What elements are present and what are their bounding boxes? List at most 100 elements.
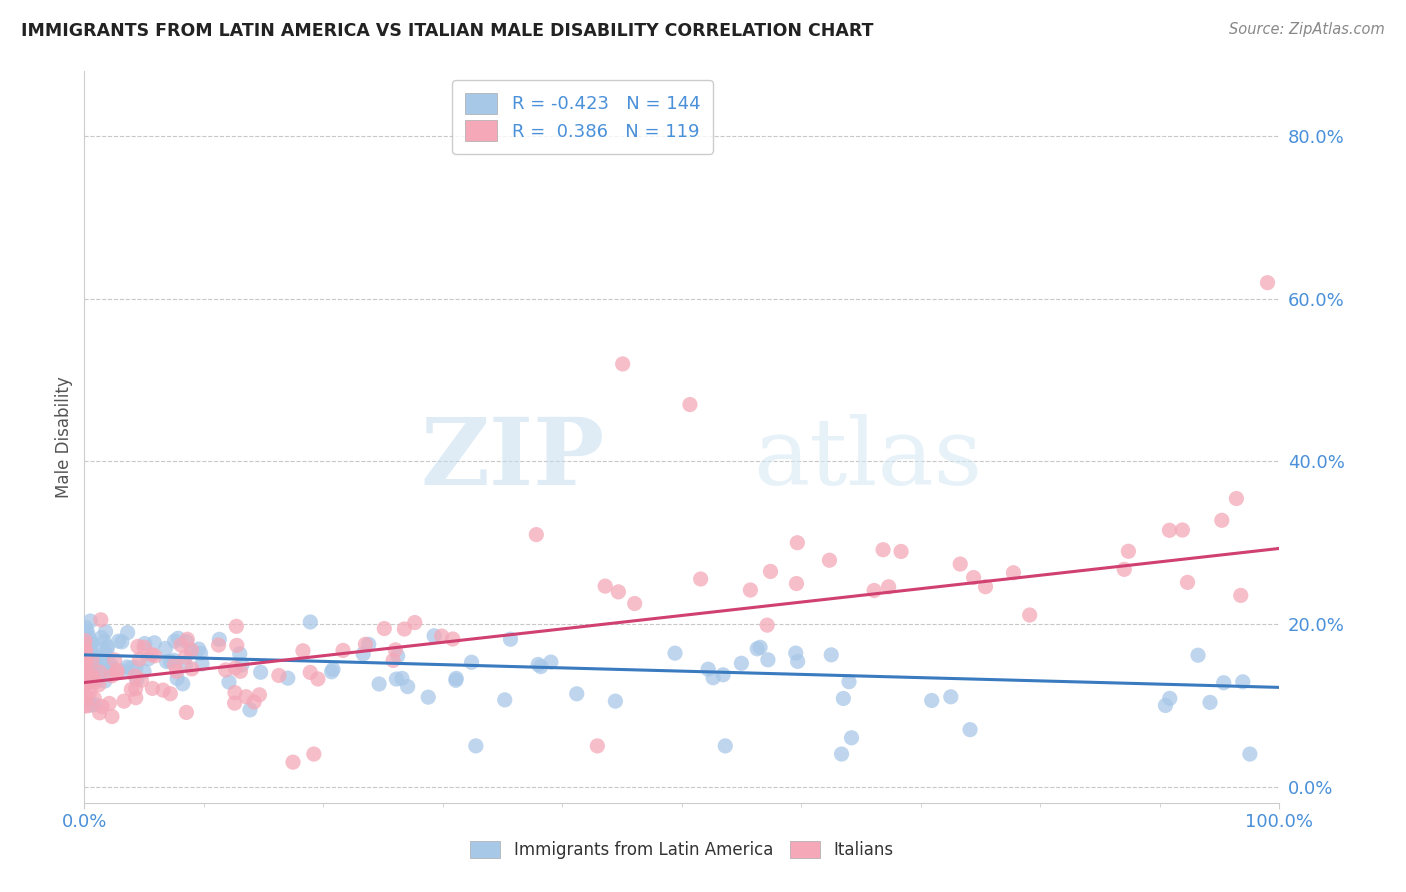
- Point: [176, 634, 198, 648]
- Point: [86, 673, 108, 687]
- Point: [172, 677, 194, 691]
- Point: [101, 669, 124, 683]
- Point: [499, 632, 522, 647]
- Point: [83, 655, 105, 669]
- Point: [190, 646, 212, 660]
- Point: [170, 638, 193, 652]
- Point: [291, 644, 314, 658]
- Point: [75, 652, 97, 666]
- Point: [1232, 674, 1254, 689]
- Point: [418, 690, 440, 705]
- Point: [80, 636, 103, 650]
- Point: [83, 698, 105, 712]
- Point: [94, 624, 117, 639]
- Point: [540, 655, 562, 669]
- Point: [872, 542, 894, 557]
- Point: [299, 615, 322, 629]
- Point: [749, 640, 772, 655]
- Point: [89, 650, 111, 665]
- Point: [1002, 566, 1025, 580]
- Point: [444, 673, 467, 688]
- Point: [430, 629, 453, 643]
- Point: [714, 739, 737, 753]
- Point: [396, 680, 419, 694]
- Point: [79, 614, 101, 628]
- Point: [75, 689, 97, 703]
- Point: [174, 658, 197, 673]
- Point: [730, 657, 752, 671]
- Point: [180, 662, 202, 676]
- Point: [786, 654, 808, 668]
- Point: [391, 672, 413, 686]
- Point: [229, 647, 252, 661]
- Point: [79, 642, 101, 657]
- Point: [385, 672, 408, 686]
- Point: [75, 657, 97, 671]
- Point: [80, 673, 103, 687]
- Point: [180, 643, 202, 657]
- Point: [464, 739, 486, 753]
- Point: [79, 640, 101, 654]
- Point: [86, 656, 108, 670]
- Point: [75, 638, 97, 652]
- Point: [82, 669, 104, 683]
- Point: [75, 646, 97, 660]
- Point: [180, 644, 202, 658]
- Point: [73, 648, 96, 662]
- Point: [93, 634, 115, 648]
- Point: [104, 653, 127, 667]
- Point: [527, 657, 550, 672]
- Point: [299, 665, 322, 680]
- Point: [73, 629, 96, 643]
- Point: [838, 674, 860, 689]
- Point: [79, 663, 101, 677]
- Point: [1257, 276, 1279, 290]
- Point: [87, 678, 110, 692]
- Point: [1177, 575, 1199, 590]
- Point: [163, 653, 186, 667]
- Point: [747, 641, 769, 656]
- Point: [249, 665, 271, 680]
- Point: [155, 655, 177, 669]
- Point: [1211, 513, 1233, 527]
- Y-axis label: Male Disability: Male Disability: [55, 376, 73, 498]
- Point: [132, 665, 155, 679]
- Point: [593, 579, 616, 593]
- Point: [79, 670, 101, 684]
- Point: [105, 665, 128, 680]
- Point: [159, 687, 181, 701]
- Point: [77, 661, 100, 675]
- Point: [73, 653, 96, 667]
- Point: [80, 646, 103, 660]
- Point: [605, 694, 627, 708]
- Point: [73, 674, 96, 689]
- Point: [423, 629, 446, 643]
- Point: [80, 636, 103, 650]
- Point: [163, 634, 186, 648]
- Point: [75, 648, 97, 663]
- Point: [711, 667, 734, 681]
- Point: [73, 656, 96, 670]
- Point: [76, 624, 98, 639]
- Point: [117, 625, 139, 640]
- Point: [607, 585, 630, 599]
- Point: [73, 644, 96, 658]
- Point: [831, 747, 853, 761]
- Point: [77, 632, 100, 647]
- Point: [98, 697, 121, 711]
- Point: [77, 652, 100, 666]
- Point: [128, 652, 150, 666]
- Point: [679, 398, 702, 412]
- Point: [73, 638, 96, 652]
- Point: [460, 655, 482, 669]
- Point: [89, 706, 111, 720]
- Point: [939, 690, 962, 704]
- Point: [73, 675, 96, 690]
- Point: [174, 650, 197, 665]
- Point: [1212, 675, 1234, 690]
- Point: [218, 675, 240, 690]
- Point: [75, 642, 97, 657]
- Point: [697, 662, 720, 676]
- Point: [111, 635, 134, 649]
- Point: [187, 642, 209, 657]
